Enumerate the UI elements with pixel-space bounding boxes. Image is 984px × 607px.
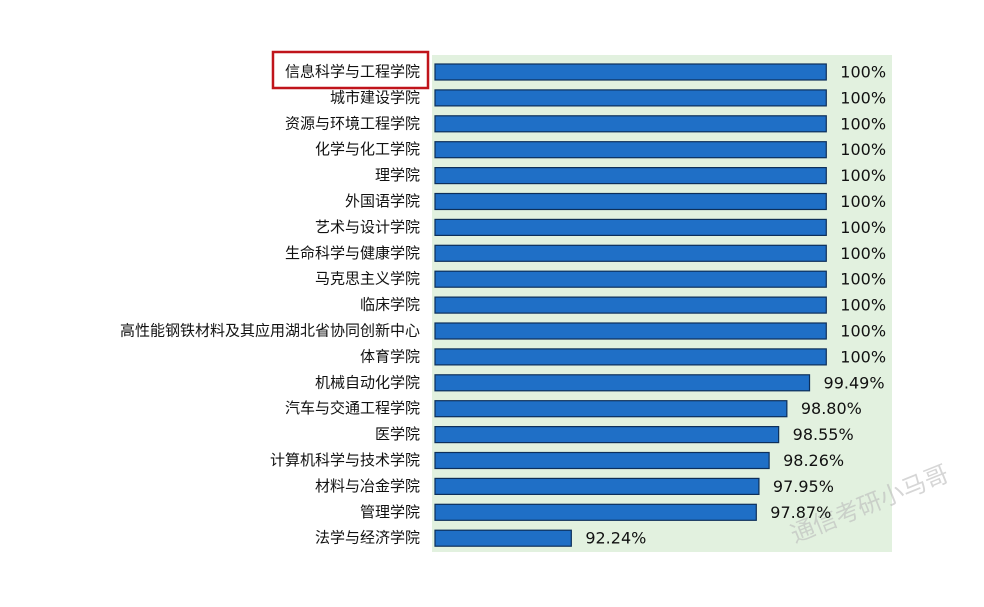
value-label: 99.49%	[824, 373, 885, 392]
highlight-box	[271, 50, 430, 90]
category-label: 马克思主义学院	[315, 270, 420, 288]
category-label: 信息科学与工程学院	[285, 63, 420, 81]
value-label: 100%	[840, 296, 886, 315]
value-label: 100%	[840, 322, 886, 341]
category-label: 管理学院	[360, 503, 420, 521]
value-label: 100%	[840, 192, 886, 211]
bar	[434, 296, 827, 314]
value-label: 98.26%	[783, 451, 844, 470]
value-label: 92.24%	[585, 529, 646, 548]
bar	[434, 348, 827, 366]
category-label: 化学与化工学院	[315, 140, 420, 158]
bar	[434, 218, 827, 236]
category-label: 外国语学院	[345, 192, 420, 210]
bar	[434, 63, 827, 81]
value-label: 100%	[840, 244, 886, 263]
category-label: 汽车与交通工程学院	[285, 399, 420, 417]
category-label: 机械自动化学院	[315, 373, 420, 391]
category-label: 材料与冶金学院	[315, 477, 420, 495]
value-label: 98.80%	[801, 399, 862, 418]
bar	[434, 244, 827, 262]
bar	[434, 477, 760, 495]
category-label: 临床学院	[360, 296, 420, 314]
category-label: 城市建设学院	[330, 88, 420, 106]
bar	[434, 167, 827, 185]
category-label: 高性能钢铁材料及其应用湖北省协同创新中心	[120, 322, 420, 340]
value-label: 100%	[840, 270, 886, 289]
value-label: 100%	[840, 88, 886, 107]
value-label: 100%	[840, 114, 886, 133]
category-label: 理学院	[375, 166, 420, 184]
bar	[434, 115, 827, 133]
category-label: 医学院	[375, 425, 420, 443]
value-label: 100%	[840, 63, 886, 82]
value-label: 100%	[840, 166, 886, 185]
bar	[434, 322, 827, 340]
value-label: 97.95%	[773, 477, 834, 496]
bar	[434, 141, 827, 159]
bar	[434, 529, 572, 547]
value-label: 100%	[840, 140, 886, 159]
bar	[434, 374, 811, 392]
bar	[434, 192, 827, 211]
value-label: 100%	[840, 218, 886, 237]
bar	[434, 400, 788, 418]
category-label: 体育学院	[360, 347, 420, 365]
bar	[434, 426, 780, 444]
bar	[434, 89, 827, 107]
category-label: 生命科学与健康学院	[285, 244, 420, 262]
category-label: 资源与环境工程学院	[285, 114, 420, 132]
value-label: 100%	[840, 347, 886, 366]
category-label: 计算机科学与技术学院	[270, 451, 420, 469]
bar	[434, 451, 770, 470]
value-label: 97.87%	[770, 503, 831, 522]
bar	[434, 503, 757, 521]
bar	[434, 270, 827, 288]
value-label: 98.55%	[793, 425, 854, 444]
category-label: 艺术与设计学院	[315, 218, 420, 236]
category-label: 法学与经济学院	[315, 529, 420, 547]
